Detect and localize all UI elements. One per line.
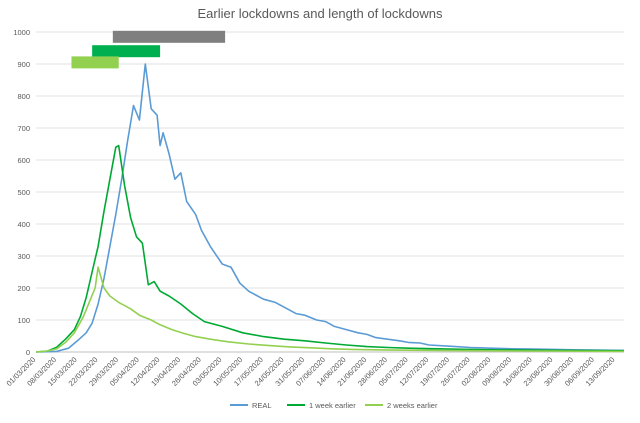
y-tick-label: 700 bbox=[17, 124, 30, 133]
lockdown-bar bbox=[92, 45, 161, 58]
lockdown-bar bbox=[71, 56, 119, 69]
chart-title: Earlier lockdowns and length of lockdown… bbox=[198, 6, 443, 21]
legend: REAL 1 week earlier 2 weeks earlier bbox=[230, 401, 438, 410]
y-tick-label: 500 bbox=[17, 188, 30, 197]
legend-label: 1 week earlier bbox=[309, 401, 356, 410]
legend-label: REAL bbox=[252, 401, 272, 410]
y-tick-label: 1000 bbox=[13, 28, 30, 37]
series-line bbox=[35, 144, 625, 353]
y-tick-label: 900 bbox=[17, 60, 30, 69]
y-tick-label: 400 bbox=[17, 220, 30, 229]
grid bbox=[36, 31, 624, 353]
y-tick-label: 100 bbox=[17, 316, 30, 325]
y-axis-ticks: 0 100 200 300 400 500 600 700 800 900 1000 bbox=[13, 28, 30, 357]
lockdown-bar bbox=[112, 30, 226, 43]
legend-label: 2 weeks earlier bbox=[387, 401, 438, 410]
y-tick-label: 300 bbox=[17, 252, 30, 261]
y-tick-label: 200 bbox=[17, 284, 30, 293]
series-line bbox=[35, 63, 625, 353]
lockdown-bars bbox=[71, 30, 226, 69]
y-tick-label: 600 bbox=[17, 156, 30, 165]
y-tick-label: 0 bbox=[26, 348, 30, 357]
x-axis-ticks: 01/03/202008/03/202015/03/202022/03/2020… bbox=[5, 355, 617, 388]
series-lines bbox=[35, 63, 625, 353]
y-tick-label: 800 bbox=[17, 92, 30, 101]
series-line bbox=[35, 266, 625, 353]
